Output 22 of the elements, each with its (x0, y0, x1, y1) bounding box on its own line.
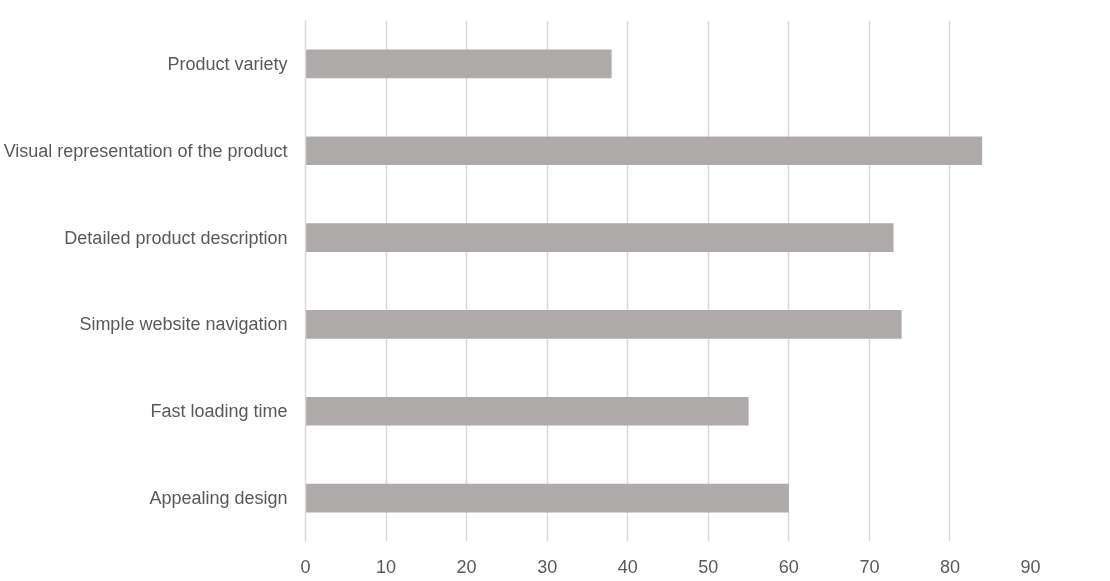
y-tick-label: Product variety (167, 53, 288, 74)
x-tick-label: 60 (778, 556, 799, 577)
x-tick-label: 20 (456, 556, 477, 577)
x-tick-label: 10 (376, 556, 397, 577)
y-tick-label: Fast loading time (150, 401, 288, 422)
x-tick-label: 0 (300, 556, 311, 577)
x-tick-label: 40 (617, 556, 638, 577)
x-tick-label: 80 (939, 556, 960, 577)
x-tick-label: 70 (859, 556, 880, 577)
bar (305, 223, 894, 252)
bar (305, 49, 612, 79)
bar (305, 136, 983, 166)
y-tick-label: Simple website navigation (79, 314, 288, 335)
y-tick-label: Appealing design (149, 488, 288, 509)
x-tick-label: 30 (537, 556, 558, 577)
bar (305, 396, 749, 426)
bar (305, 483, 789, 513)
x-tick-label: 50 (698, 556, 719, 577)
bar (305, 310, 902, 339)
y-tick-label: Detailed product description (64, 227, 288, 248)
y-tick-label: Visual representation of the product (3, 140, 288, 161)
x-tick-label: 90 (1020, 556, 1041, 577)
